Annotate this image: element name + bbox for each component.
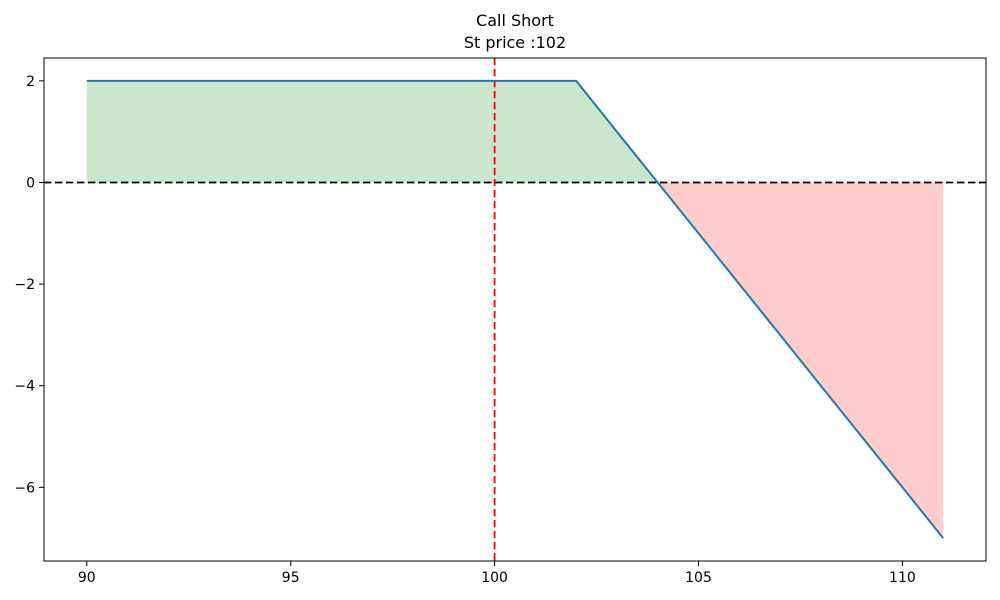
- y-axis-tick-label: −4: [14, 379, 35, 395]
- chart-title-line2: St price :102: [463, 33, 567, 52]
- y-axis-tick-label: 0: [26, 175, 35, 191]
- y-axis-tick-label: −2: [14, 277, 35, 293]
- short-call-payoff: [86, 79, 944, 539]
- profit-region: [86, 80, 658, 183]
- x-axis-tick-label: 105: [685, 570, 712, 586]
- y-axis-tick-label: 2: [26, 74, 35, 90]
- y-axis-tick-label: −6: [14, 480, 35, 496]
- axes-frame: [43, 57, 987, 562]
- chart-title-line1: Call Short: [476, 11, 554, 30]
- chart-title: Call Short St price :102: [44, 10, 986, 54]
- x-axis-tick-label: 95: [282, 570, 300, 586]
- x-axis-tick-label: 100: [481, 570, 508, 586]
- x-axis-tick-label: 110: [889, 570, 916, 586]
- x-axis-tick-label: 90: [78, 570, 96, 586]
